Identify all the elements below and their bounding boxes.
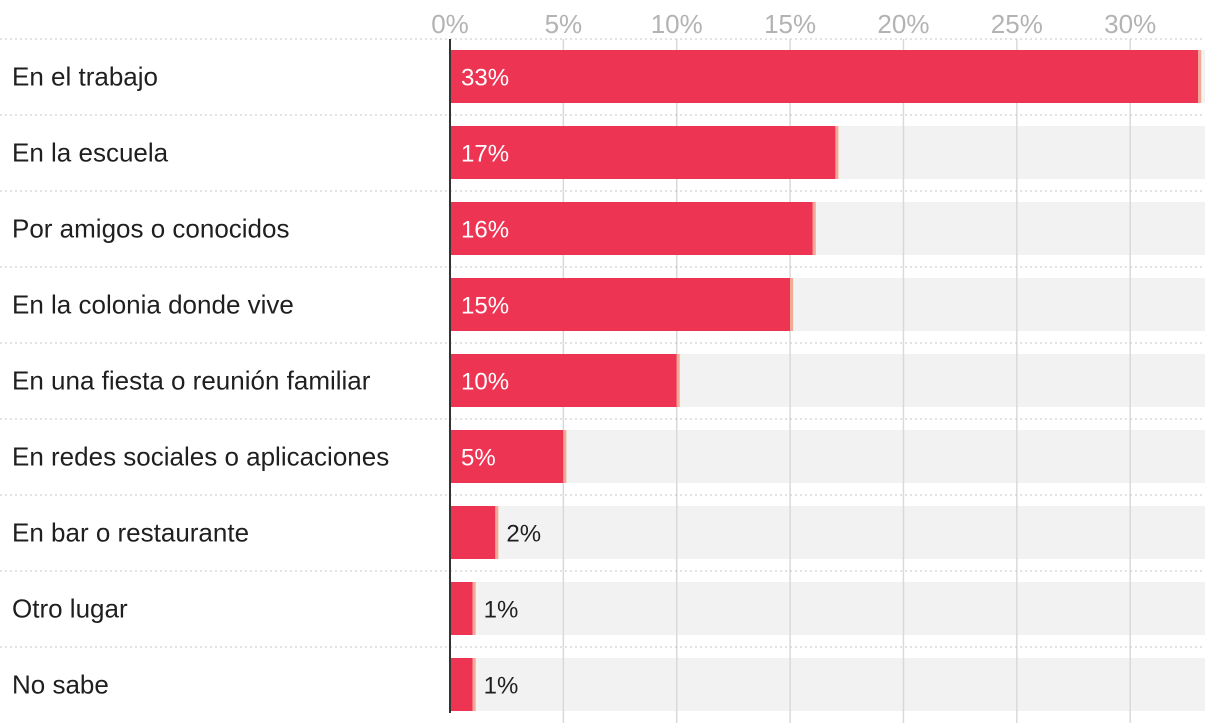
bar (450, 50, 1199, 103)
data-label: 17% (461, 141, 509, 168)
data-label: 2% (506, 521, 541, 548)
category-label: En bar o restaurante (12, 518, 249, 548)
category-label: En el trabajo (12, 62, 158, 92)
bar (450, 354, 677, 407)
category-label: En la escuela (12, 138, 169, 168)
category-label: En la colonia donde vive (12, 290, 294, 320)
bar-edge (812, 202, 816, 255)
data-label: 1% (484, 673, 519, 700)
bar-edge (472, 658, 476, 711)
x-tick-label: 30% (1104, 9, 1156, 39)
category-label: En una fiesta o reunión familiar (12, 366, 371, 396)
category-label: No sabe (12, 670, 109, 700)
bar (450, 430, 564, 483)
bar-edge (835, 126, 839, 179)
x-tick-label: 20% (877, 9, 929, 39)
bar (450, 202, 813, 255)
bar (450, 506, 496, 559)
bar-track (450, 658, 1205, 711)
category-label: Por amigos o conocidos (12, 214, 289, 244)
bar-track (450, 582, 1205, 635)
bar-edge (676, 354, 680, 407)
x-tick-label: 0% (431, 9, 469, 39)
bar (450, 126, 836, 179)
data-label: 5% (461, 445, 496, 472)
x-tick-label: 5% (545, 9, 583, 39)
x-tick-label: 25% (991, 9, 1043, 39)
x-tick-label: 15% (764, 9, 816, 39)
bar-edge (472, 582, 476, 635)
bar-edge (563, 430, 567, 483)
bar-edge (790, 278, 794, 331)
data-label: 16% (461, 217, 509, 244)
bar (450, 278, 791, 331)
bar-edge (495, 506, 499, 559)
bar-track (450, 506, 1205, 559)
bar-track (450, 430, 1205, 483)
data-label: 10% (461, 369, 509, 396)
bar-edge (1198, 50, 1202, 103)
x-tick-label: 10% (651, 9, 703, 39)
category-label: En redes sociales o aplicaciones (12, 442, 389, 472)
category-label: Otro lugar (12, 594, 128, 624)
bar (450, 582, 473, 635)
data-label: 1% (484, 597, 519, 624)
data-label: 15% (461, 293, 509, 320)
bar (450, 658, 473, 711)
data-label: 33% (461, 65, 509, 92)
